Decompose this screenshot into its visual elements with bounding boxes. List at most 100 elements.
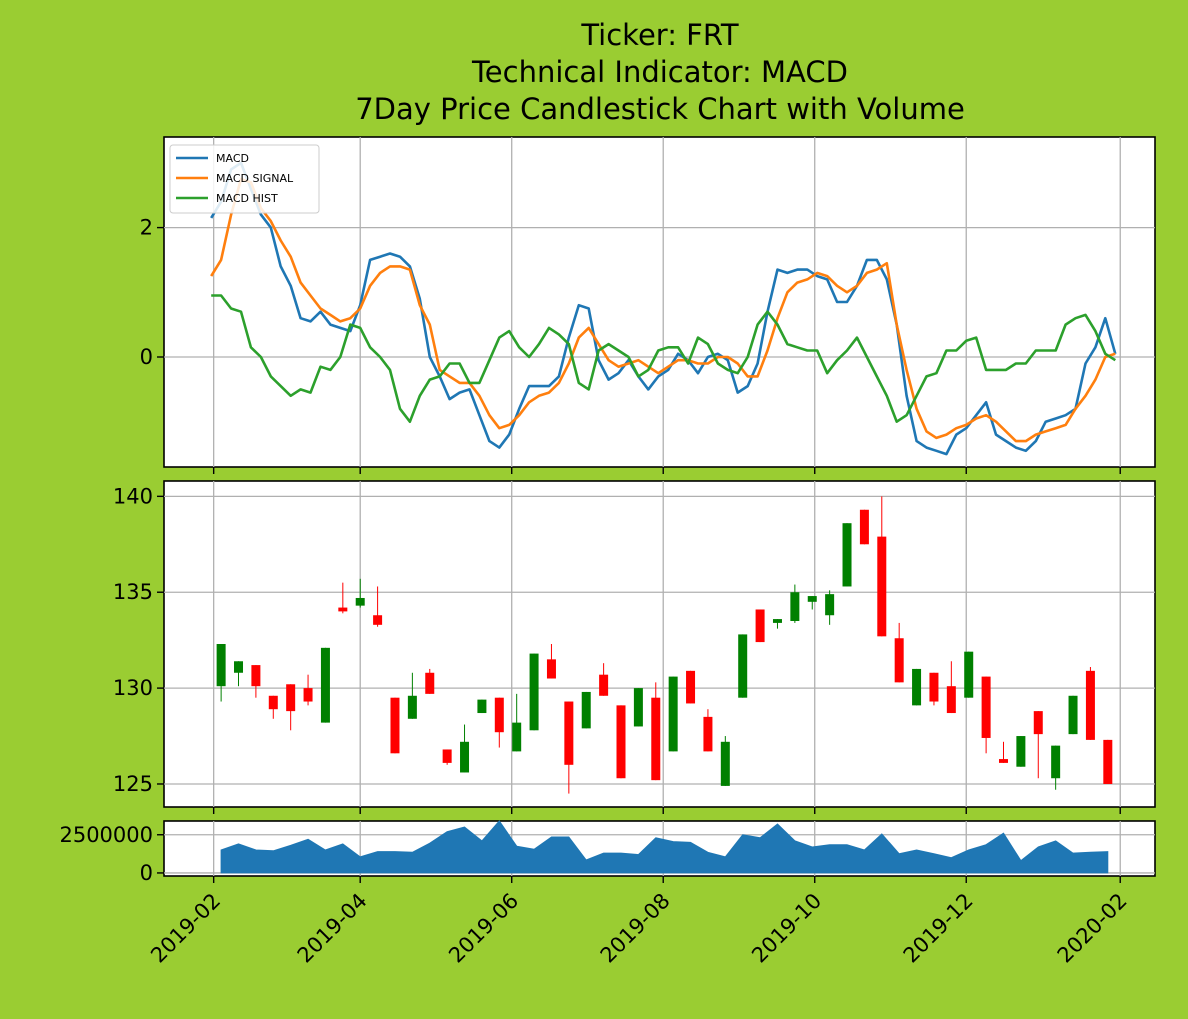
title-line-1: Ticker: FRT — [580, 18, 739, 52]
x-tick-label: 2019-04 — [293, 889, 372, 968]
candle — [407, 672, 417, 719]
candle — [894, 622, 904, 683]
price-panel: 125 130 135 140 — [113, 480, 1156, 814]
candle-body — [216, 644, 226, 687]
y-tick-label: 2500000 — [59, 823, 153, 847]
candle — [964, 651, 974, 698]
candle-body — [355, 597, 365, 606]
candle-body — [651, 697, 661, 781]
candle — [338, 582, 348, 614]
volume-y-ticks: 0 2500000 — [59, 823, 164, 885]
candle-body — [512, 722, 522, 752]
macd-x-ticks — [212, 467, 1121, 474]
candle-body — [546, 659, 556, 679]
candle-body — [425, 672, 435, 694]
candle-body — [477, 699, 487, 714]
x-tick-label: 2019-06 — [444, 889, 523, 968]
candle — [390, 697, 400, 754]
candle-body — [825, 594, 835, 616]
candle-body — [251, 665, 261, 687]
candle-body — [564, 701, 574, 765]
candle-body — [946, 686, 956, 714]
candle — [373, 586, 383, 627]
candle — [703, 709, 713, 752]
candle — [633, 688, 643, 727]
candle-body — [998, 759, 1008, 763]
candle — [720, 736, 730, 786]
candle-body — [772, 619, 782, 623]
candle — [912, 668, 922, 706]
macd-series-lines — [210, 161, 1117, 456]
volume-x-ticks — [212, 876, 1121, 883]
candle-body — [494, 697, 504, 733]
candle-body — [390, 697, 400, 754]
candle-body — [842, 523, 852, 587]
candle-body — [894, 638, 904, 683]
candle-body — [1085, 670, 1095, 740]
macd-panel: 02 MACD MACD SIGNAL MACD HIST — [140, 136, 1156, 474]
candle — [807, 596, 817, 610]
candle — [581, 691, 591, 729]
candle-body — [912, 668, 922, 706]
candle — [564, 701, 574, 794]
macd-y-ticks: 02 — [140, 216, 164, 369]
candle — [442, 749, 452, 765]
candle — [790, 584, 800, 623]
candle-body — [1016, 736, 1026, 767]
candle-body — [320, 647, 330, 723]
candle — [286, 684, 296, 731]
candle — [755, 609, 765, 643]
candle — [738, 634, 748, 698]
x-axis-tick-labels: 2019-02 2019-04 2019-06 2019-08 2019-10 2019-… — [146, 889, 1132, 968]
candle — [355, 578, 365, 608]
candle — [1103, 739, 1113, 784]
candle-body — [807, 596, 817, 602]
y-tick-label: 140 — [113, 484, 153, 508]
candle — [859, 509, 869, 545]
candle — [320, 647, 330, 723]
candle — [998, 741, 1008, 763]
legend: MACD MACD SIGNAL MACD HIST — [169, 144, 320, 214]
x-tick-label: 2019-10 — [747, 889, 826, 968]
candle — [651, 682, 661, 781]
candle — [1051, 745, 1061, 790]
candle — [842, 523, 852, 587]
legend-label-macd-signal: MACD SIGNAL — [216, 172, 294, 185]
legend-box — [169, 144, 320, 214]
candle — [425, 668, 435, 694]
x-tick-label: 2019-02 — [146, 889, 225, 968]
y-tick-label: 135 — [113, 580, 153, 604]
candle-body — [1103, 739, 1113, 784]
candle-body — [703, 716, 713, 752]
candle — [216, 644, 226, 702]
candle-body — [268, 695, 278, 710]
candle-body — [286, 684, 296, 712]
candle — [599, 663, 609, 696]
candle-body — [668, 676, 678, 752]
candle — [477, 699, 487, 714]
title-line-2: Technical Indicator: MACD — [471, 55, 848, 89]
candle-body — [981, 676, 991, 738]
y-tick-label: 125 — [113, 772, 153, 796]
candle-body — [616, 705, 626, 779]
candle-body — [599, 674, 609, 696]
candlesticks — [216, 496, 1113, 794]
candle — [1068, 695, 1078, 735]
candle — [981, 676, 991, 754]
candle-body — [929, 672, 939, 702]
candle-body — [686, 670, 696, 704]
candle-body — [755, 609, 765, 643]
candle — [1033, 711, 1043, 779]
candle — [1085, 667, 1095, 740]
candle — [512, 693, 522, 752]
y-tick-label: 0 — [140, 861, 153, 885]
candle — [1016, 736, 1026, 767]
legend-label-macd-hist: MACD HIST — [216, 192, 278, 205]
candle — [616, 705, 626, 779]
x-tick-label: 2020-02 — [1053, 889, 1132, 968]
candle-body — [633, 688, 643, 727]
y-tick-label: 130 — [113, 676, 153, 700]
candle — [251, 665, 261, 698]
title-line-3: 7Day Price Candlestick Chart with Volume — [355, 92, 965, 126]
candle — [546, 644, 556, 679]
